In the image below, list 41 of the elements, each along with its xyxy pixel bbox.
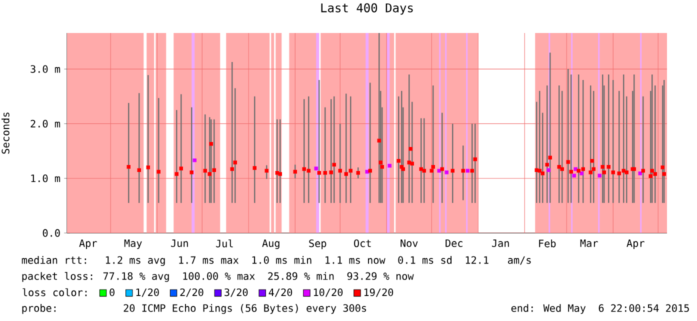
legend-label: 3/20: [224, 288, 248, 297]
x-tick-label: Jan: [492, 239, 509, 248]
x-tick-label: Mar: [580, 239, 598, 248]
x-tick-label: Feb: [539, 239, 556, 248]
legend-label: 10/20: [314, 288, 343, 297]
y-tick-label: 0.0: [42, 229, 60, 237]
point: [466, 168, 470, 173]
point: [572, 174, 576, 178]
x-tick-label: May: [124, 239, 142, 249]
y-tick-label: 2.0 m: [30, 120, 60, 128]
legend-title: loss color:: [22, 288, 87, 296]
point: [598, 174, 602, 178]
point: [444, 170, 448, 174]
legend-label: 0: [110, 288, 114, 296]
point: [638, 172, 642, 176]
x-tick-label: Nov: [400, 239, 418, 248]
y-tick-label: 3.0 m: [30, 65, 60, 73]
legend-label: 2/20: [180, 288, 204, 297]
point: [192, 158, 197, 162]
legend-label: 1/20: [136, 288, 159, 297]
point: [580, 172, 584, 176]
x-tick-label: Jun: [171, 239, 188, 248]
point: [546, 168, 550, 172]
y-tick-label: 1.0 m: [31, 174, 60, 182]
text: median rtt: 1.2 ms avg 1.7 ms max 1.0 ms min 1.1 ms now 0.1 ms sd 12.1 am/s: [22, 256, 531, 266]
x-tick-label: Jul: [216, 239, 233, 248]
text: end: Wed May 6 22:00:54 2015: [511, 304, 689, 314]
legend-label: 19/20: [364, 288, 394, 297]
text: packet loss: 77.18 % avg 100.00 % max 25.89 % min 93.29 % now: [22, 272, 414, 282]
chart-title: Last 400 Days: [321, 3, 413, 15]
x-tick-label: Sep: [309, 239, 326, 250]
y-axis-title: Seconds: [2, 112, 10, 154]
x-tick-label: Apr: [79, 239, 97, 249]
x-tick-label: Apr: [626, 239, 644, 249]
x-tick-label: Oct: [354, 239, 371, 248]
point: [388, 164, 392, 168]
point: [314, 166, 318, 170]
legend-label: 4/20: [268, 288, 292, 297]
x-tick-label: Dec: [446, 239, 462, 248]
text: probe: 20 ICMP Echo Pings (56 Bytes) every 300s: [22, 304, 366, 314]
x-tick-label: Aug: [262, 239, 280, 250]
